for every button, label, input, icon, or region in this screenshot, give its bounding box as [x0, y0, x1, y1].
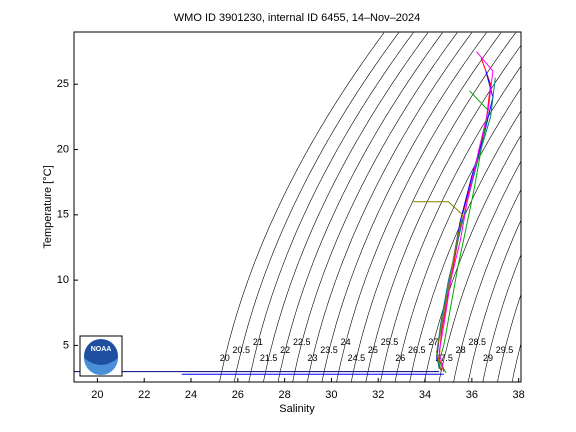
isopycnal — [219, 32, 385, 382]
isopycnal — [438, 160, 521, 382]
y-tick-label: 5 — [63, 339, 69, 351]
logo-text: NOAA — [91, 346, 112, 353]
isopycnal-label: 29.5 — [496, 345, 514, 355]
isopycnal — [307, 32, 473, 382]
isopycnal-label: 25.5 — [381, 337, 399, 347]
isopycnal — [350, 32, 516, 382]
isopycnal-label: 25 — [368, 345, 378, 355]
isopycnal — [233, 32, 399, 382]
isopycnal — [497, 293, 521, 382]
profile-line — [413, 201, 464, 372]
isopycnal-label: 26.5 — [408, 345, 426, 355]
x-tick-label: 32 — [372, 389, 384, 401]
chart-title: WMO ID 3901230, internal ID 6455, 14–Nov… — [174, 12, 420, 24]
isopycnal — [321, 32, 487, 382]
isopycnal-label: 29 — [483, 353, 493, 363]
profile-line — [438, 51, 494, 371]
isopycnal-label: 20 — [220, 353, 230, 363]
isopycnal — [453, 188, 521, 382]
y-tick-label: 20 — [57, 143, 69, 155]
x-tick-label: 36 — [466, 389, 478, 401]
isopycnal — [380, 65, 521, 382]
y-tick-label: 10 — [57, 274, 69, 286]
isopycnal-label: 27.5 — [435, 353, 453, 363]
isopycnal-label: 28 — [456, 345, 466, 355]
isopycnal — [482, 253, 521, 382]
isopycnal — [336, 32, 502, 382]
profiles — [74, 51, 496, 375]
isopycnal-label: 28.5 — [469, 337, 487, 347]
x-tick-label: 24 — [185, 389, 197, 401]
isopycnal-label: 26 — [395, 353, 405, 363]
isopycnal-label: 24 — [341, 337, 351, 347]
isopycnal-label: 23.5 — [320, 345, 338, 355]
y-axis-label: Temperature [°C] — [42, 165, 54, 248]
isopycnal-label: 23 — [307, 353, 317, 363]
x-tick-label: 22 — [138, 389, 150, 401]
profile-line — [438, 90, 489, 374]
x-tick-label: 30 — [325, 389, 337, 401]
isopycnal — [409, 110, 521, 382]
x-tick-label: 28 — [279, 389, 291, 401]
isopycnal-label: 27 — [428, 337, 438, 347]
x-tick-label: 20 — [91, 389, 103, 401]
isopycnal-label: 21 — [253, 337, 263, 347]
logo: NOAA — [79, 335, 123, 377]
isopycnal-label: 22.5 — [293, 337, 311, 347]
x-tick-label: 38 — [513, 389, 525, 401]
logo-wave — [84, 358, 118, 375]
isopycnal-label: 21.5 — [260, 353, 278, 363]
x-tick-label: 26 — [232, 389, 244, 401]
x-axis-label: Salinity — [279, 403, 315, 415]
isopycnal — [263, 32, 429, 382]
isopycnal — [277, 32, 443, 382]
y-tick-label: 15 — [57, 209, 69, 221]
x-tick-label: 34 — [419, 389, 431, 401]
axes-frame — [73, 31, 522, 383]
isopycnal-label: 24.5 — [348, 353, 366, 363]
isopycnal — [248, 32, 414, 382]
isopycnal — [292, 32, 458, 382]
isopycnal — [467, 219, 521, 382]
y-tick-label: 25 — [57, 78, 69, 90]
isopycnal-label: 20.5 — [232, 345, 250, 355]
isopycnal — [424, 134, 521, 382]
isopycnal-label: 22 — [280, 345, 290, 355]
